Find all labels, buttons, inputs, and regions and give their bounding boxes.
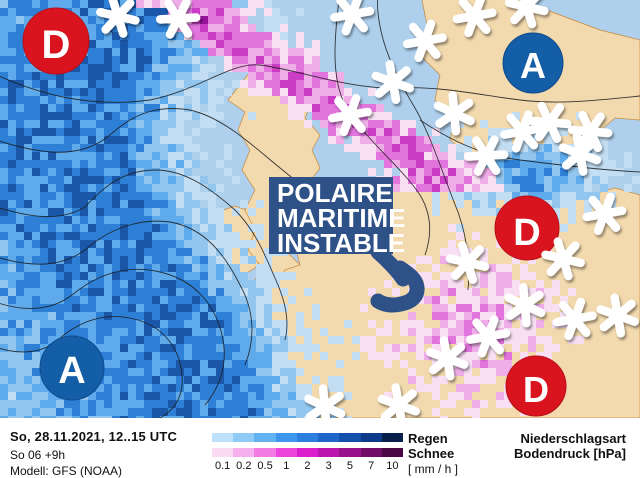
svg-text:A: A bbox=[58, 350, 85, 392]
svg-text:D: D bbox=[42, 23, 71, 67]
svg-text:A: A bbox=[520, 45, 546, 86]
svg-text:INSTABLE: INSTABLE bbox=[277, 228, 405, 258]
svg-text:D: D bbox=[523, 369, 549, 410]
svg-text:D: D bbox=[513, 212, 540, 254]
